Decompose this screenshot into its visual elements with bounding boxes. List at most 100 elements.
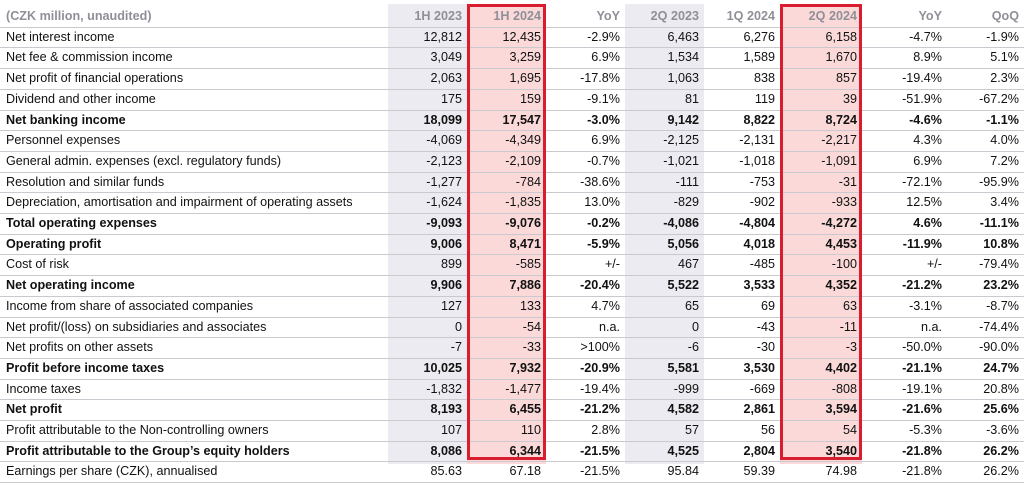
row-value: 110	[467, 420, 546, 442]
row-value: 4,402	[780, 358, 862, 380]
row-value: 12,812	[388, 27, 467, 49]
row-value: -5.9%	[546, 233, 625, 256]
table-row: General admin. expenses (excl. regulator…	[0, 151, 1024, 173]
row-value: 4,582	[625, 399, 704, 422]
row-value: n.a.	[862, 317, 947, 339]
row-value: 2.3%	[947, 68, 1024, 90]
row-value: -79.4%	[947, 254, 1024, 277]
row-label: Income from share of associated companie…	[0, 296, 388, 318]
table-row: Income from share of associated companie…	[0, 296, 1024, 318]
row-value: 8,822	[704, 110, 780, 132]
col-qoq: QoQ	[947, 7, 1024, 28]
row-value: -2,123	[388, 151, 467, 173]
row-value: 9,006	[388, 233, 467, 256]
row-value: 2,804	[704, 441, 780, 463]
row-value: -17.8%	[546, 68, 625, 90]
row-value: 6,463	[625, 27, 704, 49]
row-value: 12,435	[467, 27, 546, 49]
row-label: Personnel expenses	[0, 130, 388, 152]
row-label: Profit attributable to the Non-controlli…	[0, 420, 388, 442]
row-value: 127	[388, 296, 467, 318]
highlight-box-2q-2024	[780, 4, 862, 460]
row-value: 85.63	[388, 461, 467, 483]
table-row: Total operating expenses -9,093 -9,076 -0.2…	[0, 213, 1024, 235]
row-value: -74.4%	[947, 317, 1024, 339]
row-value: -11.9%	[862, 233, 947, 256]
row-value: 8,724	[780, 110, 862, 132]
table-row: Net fee & commission income 3,049 3,259 6.9…	[0, 47, 1024, 70]
units-label: (CZK million, unaudited)	[0, 7, 388, 28]
row-value: -0.7%	[546, 151, 625, 173]
row-value: 4.6%	[862, 213, 947, 235]
row-label: Profit before income taxes	[0, 358, 388, 380]
row-value: -20.4%	[546, 275, 625, 297]
row-value: -21.5%	[546, 461, 625, 483]
row-value: -9,093	[388, 213, 467, 235]
row-value: 107	[388, 420, 467, 442]
row-value: 4.3%	[862, 130, 947, 152]
row-value: -21.6%	[862, 399, 947, 422]
table-row: Cost of risk 899 -585 +/- 467 -485 -100 +/- -79.…	[0, 254, 1024, 277]
row-value: 1,063	[625, 68, 704, 90]
table-row: Dividend and other income 175 159 -9.1% 81 11…	[0, 89, 1024, 111]
row-label: Profit attributable to the Group’s equit…	[0, 441, 388, 463]
row-value: 3,049	[388, 47, 467, 70]
row-value: -21.2%	[546, 399, 625, 422]
row-value: -4.7%	[862, 27, 947, 49]
row-value: -21.8%	[862, 441, 947, 463]
row-value: -2,217	[780, 130, 862, 152]
row-value: 3.4%	[947, 192, 1024, 215]
row-value: 56	[704, 420, 780, 442]
row-label: Earnings per share (CZK), annualised	[0, 461, 388, 483]
row-value: 5,522	[625, 275, 704, 297]
row-value: 8,471	[467, 233, 546, 256]
row-value: 4,352	[780, 275, 862, 297]
row-label: Net operating income	[0, 275, 388, 297]
row-value: 67.18	[467, 461, 546, 483]
row-value: 6.9%	[546, 47, 625, 70]
row-value: 4.7%	[546, 296, 625, 318]
row-value: 3,259	[467, 47, 546, 70]
row-value: 24.7%	[947, 358, 1024, 380]
row-value: -21.8%	[862, 461, 947, 483]
row-value: 4.0%	[947, 130, 1024, 152]
row-value: +/-	[546, 254, 625, 277]
row-value: -3.0%	[546, 110, 625, 132]
row-value: 25.6%	[947, 399, 1024, 422]
row-value: -2,125	[625, 130, 704, 152]
row-value: -1,021	[625, 151, 704, 173]
row-value: -54	[467, 317, 546, 339]
row-value: 6.9%	[862, 151, 947, 173]
table-row: Profit before income taxes 10,025 7,932 -20…	[0, 358, 1024, 380]
row-value: 4,525	[625, 441, 704, 463]
row-value: -3.6%	[947, 420, 1024, 442]
row-value: 6,276	[704, 27, 780, 49]
col-2q-2024: 2Q 2024	[780, 7, 862, 28]
row-value: -9,076	[467, 213, 546, 235]
table-row: Profit attributable to the Group’s equit…	[0, 441, 1024, 463]
row-value: 159	[467, 89, 546, 111]
col-1h-2023: 1H 2023	[388, 7, 467, 28]
row-value: -2,109	[467, 151, 546, 173]
row-value: 13.0%	[546, 192, 625, 215]
row-value: -808	[780, 379, 862, 401]
row-value: 133	[467, 296, 546, 318]
row-label: Total operating expenses	[0, 213, 388, 235]
row-value: -50.0%	[862, 337, 947, 359]
row-label: Net fee & commission income	[0, 47, 388, 70]
row-value: 3,594	[780, 399, 862, 422]
row-label: General admin. expenses (excl. regulator…	[0, 151, 388, 173]
table-row: Net interest income 12,812 12,435 -2.9% 6,46…	[0, 27, 1024, 49]
row-value: 6,158	[780, 27, 862, 49]
row-value: 54	[780, 420, 862, 442]
row-value: -21.5%	[546, 441, 625, 463]
row-value: 838	[704, 68, 780, 90]
row-value: -1,832	[388, 379, 467, 401]
row-label: Dividend and other income	[0, 89, 388, 111]
row-value: 7,932	[467, 358, 546, 380]
row-value: 857	[780, 68, 862, 90]
row-value: 6,455	[467, 399, 546, 422]
row-value: -4.6%	[862, 110, 947, 132]
row-value: -72.1%	[862, 172, 947, 194]
row-value: 26.2%	[947, 441, 1024, 463]
